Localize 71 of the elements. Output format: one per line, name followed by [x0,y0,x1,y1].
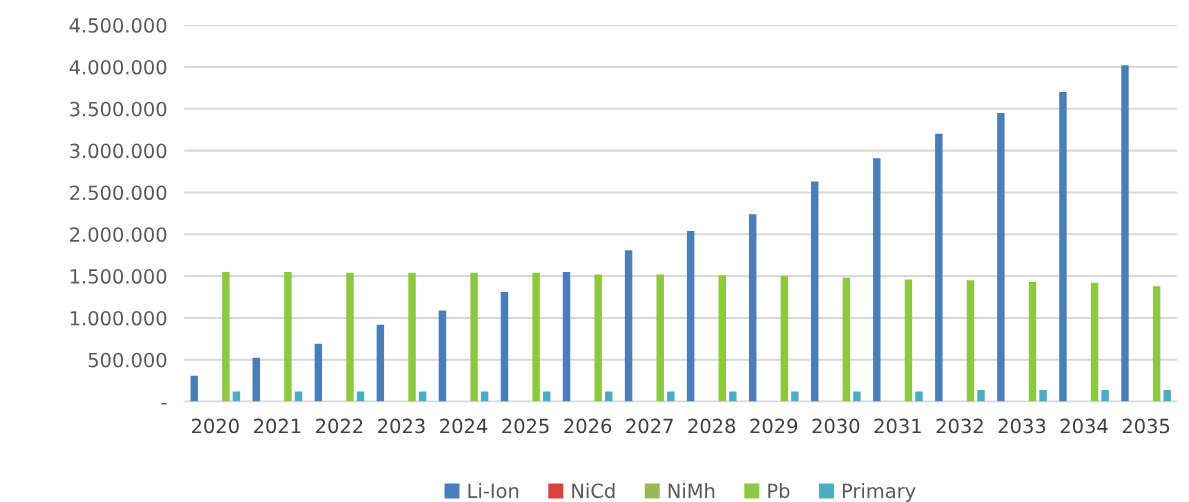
legend-label: Pb [768,483,790,499]
bar [624,250,633,402]
bar [190,375,198,402]
x-tick-label: 2033 [998,418,1046,434]
x-tick-label: 2034 [1060,418,1108,434]
bar [408,272,416,402]
y-tick-label: 4.000.000 [69,59,167,75]
x-tick-label: 2032 [936,418,983,434]
bar [1163,389,1171,402]
x-tick-label: 2029 [750,418,798,434]
x-tick-label: 2031 [874,418,921,434]
y-tick-label: 500.000 [88,352,167,368]
x-tick-label: 2035 [1122,418,1170,434]
y-tick-label: 3.500.000 [70,101,167,117]
bar [284,271,292,402]
bar [252,357,260,402]
bar [594,274,602,402]
legend-label: NiCd [572,483,615,499]
x-tick-label: 2024 [440,418,488,434]
x-tick-label: 2028 [688,418,736,434]
bar [562,271,571,402]
y-tick-label: 1.500.000 [70,269,167,284]
y-tick-label: 2.000.000 [70,227,167,242]
bar [376,324,385,402]
x-tick-label: 2020 [192,418,239,434]
bar [935,133,943,402]
x-tick-label: 2030 [812,418,860,434]
x-tick-label: 2022 [316,418,363,434]
bar [748,214,757,402]
bar [686,230,695,402]
bar [1090,282,1099,402]
x-tick-label: 2027 [626,418,673,434]
bar [500,292,509,402]
y-tick-label: 2.500.000 [70,185,167,201]
x-tick-label: 2023 [378,418,425,434]
bar [915,391,923,402]
bar [718,275,726,402]
y-tick-label: - [161,402,167,405]
bar [904,279,913,402]
bar [853,391,861,402]
bar [873,158,881,402]
bar [1028,281,1037,402]
bar [222,271,230,402]
bar [1121,65,1129,402]
x-tick-label: 2021 [254,418,301,434]
x-tick-label: 2025 [502,418,549,434]
x-tick-label: 2026 [564,418,612,434]
bar [791,391,799,402]
bar [997,112,1005,402]
legend-label: Li-Ion [468,483,519,499]
bar [780,276,789,402]
bar [1059,92,1067,402]
bar [842,277,851,402]
y-tick-label: 1.000.000 [70,310,167,326]
bar [1101,389,1109,402]
bar [314,343,323,402]
bar [1152,286,1161,402]
bar [532,272,540,402]
bar [470,272,478,402]
legend-label: NiMh [668,483,715,498]
y-tick-label: 3.000.000 [70,143,167,159]
y-tick-label: 4.500.000 [69,18,167,33]
bar [1039,389,1047,402]
bar [656,274,664,402]
bar [438,310,447,402]
bar [811,181,819,402]
bar [977,389,985,402]
legend-label: Primary [842,483,916,502]
bar [729,391,737,402]
bar [966,280,975,402]
bar [346,272,354,402]
